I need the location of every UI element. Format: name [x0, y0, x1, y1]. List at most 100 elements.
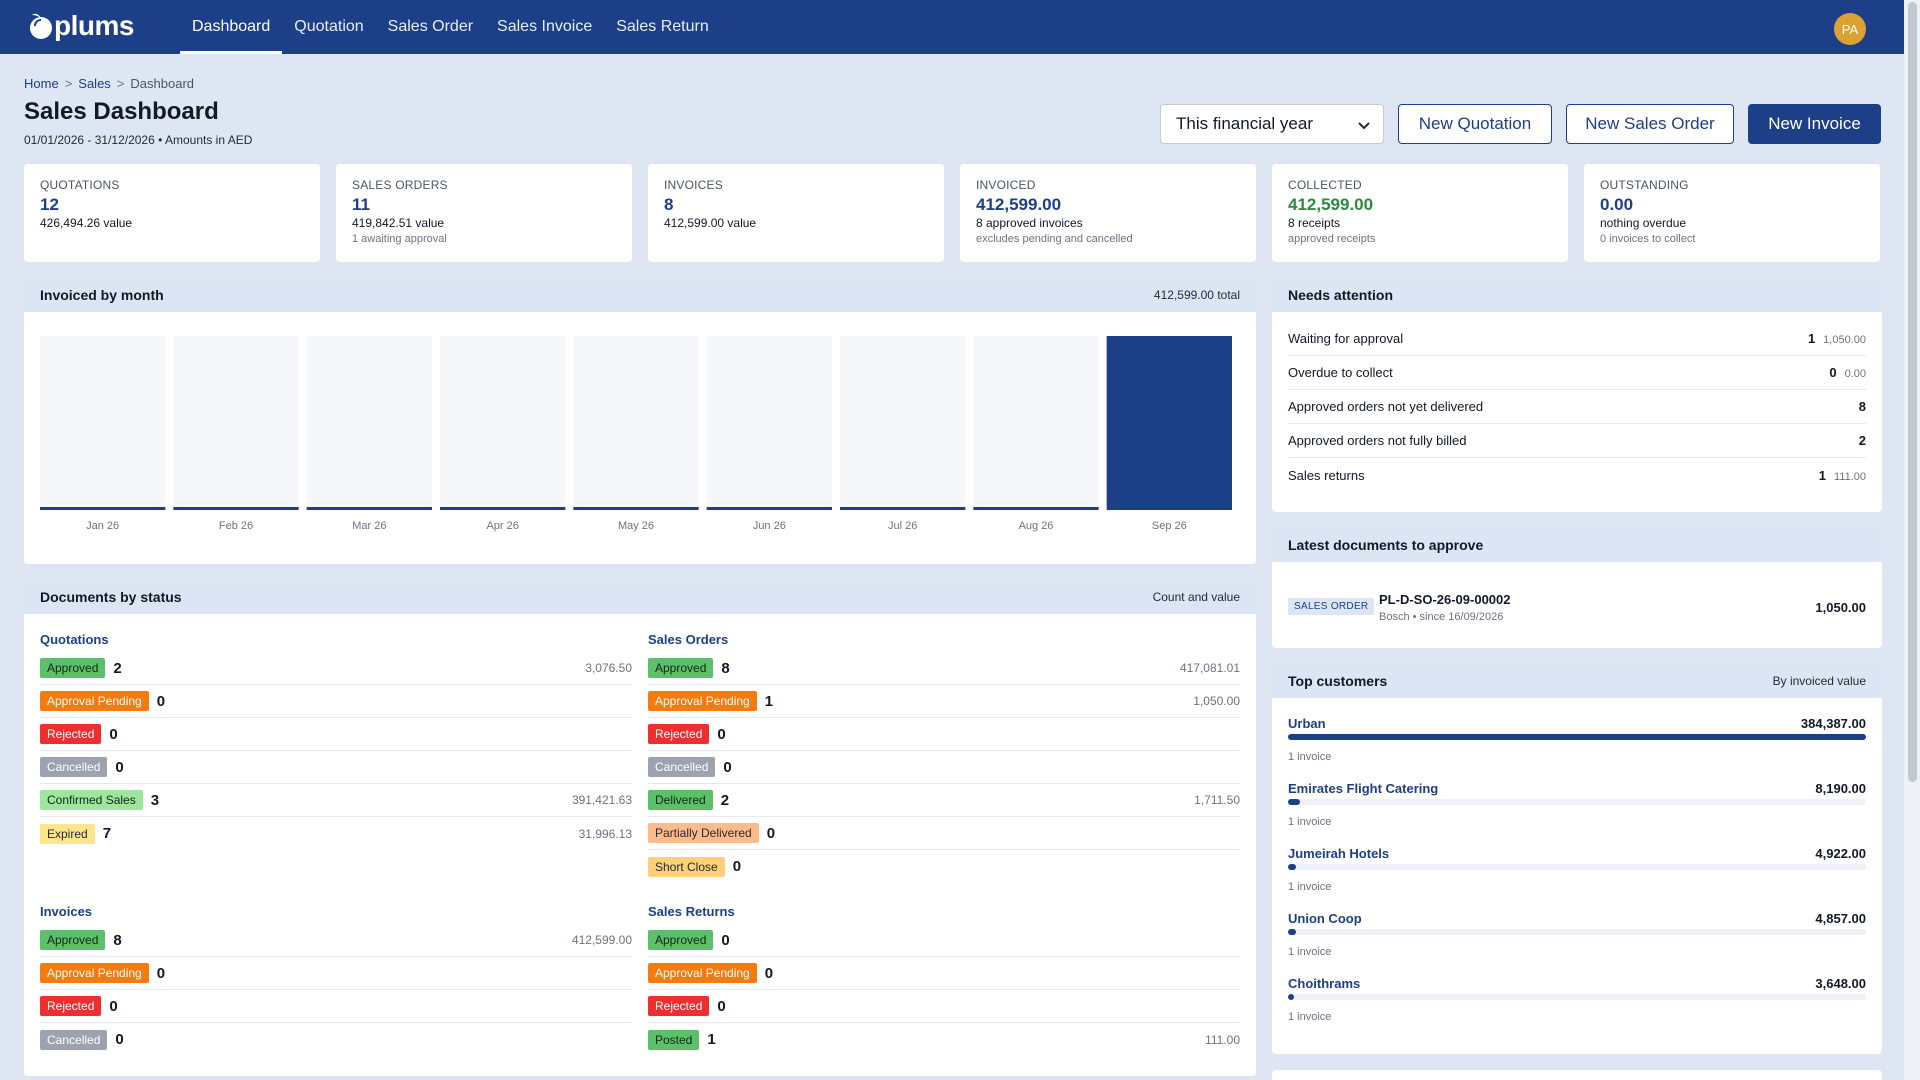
- status-badge: Rejected: [648, 996, 710, 1016]
- attention-item[interactable]: Approved orders not yet delivered 8: [1288, 390, 1866, 424]
- bar-mar-26[interactable]: [306, 507, 432, 510]
- period-select[interactable]: This financial year: [1160, 104, 1384, 144]
- status-badge: Expired: [40, 823, 95, 844]
- x-tick-label: Aug 26: [1019, 520, 1054, 532]
- new-quotation-button[interactable]: New Quotation: [1398, 104, 1552, 144]
- status-row[interactable]: Approved 2 3,076.50: [40, 652, 632, 685]
- chevron-down-icon: [1357, 117, 1371, 131]
- attention-count: 1: [1818, 467, 1826, 483]
- status-row[interactable]: Cancelled 0: [648, 751, 1240, 784]
- status-row[interactable]: Approval Pending 0: [40, 957, 632, 990]
- nav-sales-order[interactable]: Sales Order: [387, 18, 474, 35]
- status-row[interactable]: Cancelled 0: [40, 751, 632, 784]
- kpi-card-invoices[interactable]: INVOICES 8 412,599.00 value: [648, 164, 944, 262]
- kpi-note: 0 invoices to collect: [1600, 233, 1696, 245]
- doc-group-sales-orders: Sales Orders Approved 8 417,081.01 Approval…: [648, 632, 1240, 883]
- x-tick-label: Sep 26: [1152, 520, 1187, 532]
- page-scrollbar[interactable]: [1904, 0, 1920, 1080]
- status-badge: Cancelled: [648, 757, 716, 777]
- kpi-card-outstanding[interactable]: OUTSTANDING 0.00 nothing overdue 0 invoi…: [1584, 164, 1880, 262]
- new-sales-order-button[interactable]: New Sales Order: [1566, 104, 1734, 144]
- attention-item[interactable]: Overdue to collect 0 0.00: [1288, 356, 1866, 390]
- status-row[interactable]: Short Close 0: [648, 850, 1240, 883]
- doc-group-title[interactable]: Sales Orders: [648, 632, 729, 647]
- status-row[interactable]: Rejected 0: [40, 718, 632, 751]
- customer-share-fill: [1288, 734, 1866, 740]
- panel-header: Top customers By invoiced value: [1272, 664, 1882, 698]
- customer-name-link[interactable]: Emirates Flight Catering: [1288, 781, 1439, 796]
- bar-sep-26[interactable]: [1106, 336, 1232, 510]
- attention-item[interactable]: Waiting for approval 1 1,050.00: [1288, 322, 1866, 356]
- bar-jan-26[interactable]: [40, 507, 166, 510]
- attention-amount: 111.00: [1833, 470, 1866, 483]
- customer-invoiced-value: 3,648.00: [1815, 976, 1866, 991]
- status-value: 31,996.13: [578, 826, 632, 841]
- status-row[interactable]: Expired 7 31,996.13: [40, 817, 632, 850]
- status-row[interactable]: Rejected 0: [40, 990, 632, 1023]
- bar-may-26[interactable]: [573, 507, 699, 510]
- kpi-card-quotations[interactable]: QUOTATIONS 12 426,494.26 value: [24, 164, 320, 262]
- attention-item[interactable]: Sales returns 1 111.00: [1288, 458, 1866, 492]
- status-row[interactable]: Approved 8 417,081.01: [648, 652, 1240, 685]
- bar-apr-26[interactable]: [440, 507, 566, 510]
- breadcrumb-sales[interactable]: Sales: [78, 76, 111, 91]
- doc-group-title[interactable]: Sales Returns: [648, 904, 735, 919]
- kpi-card-invoiced[interactable]: INVOICED 412,599.00 8 approved invoices …: [960, 164, 1256, 262]
- doc-rows: Approved 0 Approval Pending 0 Rejected 0 Poste…: [648, 924, 1240, 1056]
- kpi-label: SALES ORDERS: [352, 178, 448, 192]
- status-count: 2: [113, 659, 122, 677]
- status-value: 1,050.00: [1193, 694, 1240, 708]
- status-row[interactable]: Rejected 0: [648, 990, 1240, 1023]
- bar-aug-26[interactable]: [973, 507, 1099, 510]
- new-invoice-button[interactable]: New Invoice: [1748, 104, 1881, 144]
- document-number[interactable]: PL-D-SO-26-09-00002: [1379, 592, 1511, 607]
- status-row[interactable]: Approved 0: [648, 924, 1240, 957]
- status-row[interactable]: Approval Pending 0: [648, 957, 1240, 990]
- customer-name-link[interactable]: Urban: [1288, 716, 1326, 731]
- status-row[interactable]: Confirmed Sales 3 391,421.63: [40, 784, 632, 817]
- customer-name-link[interactable]: Choithrams: [1288, 976, 1361, 991]
- attention-amount: 0.00: [1844, 368, 1866, 380]
- attention-count: 2: [1858, 433, 1866, 448]
- kpi-value: 0.00: [1600, 195, 1634, 214]
- bar-jun-26[interactable]: [706, 507, 832, 510]
- x-tick-label: Jan 26: [86, 520, 119, 532]
- status-row[interactable]: Rejected 0: [648, 718, 1240, 751]
- status-row[interactable]: Posted 1 111.00: [648, 1023, 1240, 1056]
- kpi-card-sales-orders[interactable]: SALES ORDERS 11 419,842.51 value 1 await…: [336, 164, 632, 262]
- status-row[interactable]: Approval Pending 1 1,050.00: [648, 685, 1240, 718]
- status-row[interactable]: Approval Pending 0: [40, 685, 632, 718]
- plums-logo[interactable]: plums: [26, 10, 134, 42]
- scrollbar-thumb[interactable]: [1908, 2, 1917, 782]
- customer-share-bar: [1288, 864, 1866, 870]
- customer-name-link[interactable]: Jumeirah Hotels: [1288, 846, 1390, 861]
- status-row[interactable]: Delivered 2 1,711.50: [648, 784, 1240, 817]
- nav-sales-invoice[interactable]: Sales Invoice: [497, 18, 593, 35]
- document-details: Bosch • since 16/09/2026: [1379, 611, 1504, 623]
- attention-item[interactable]: Approved orders not fully billed 2: [1288, 424, 1866, 458]
- nav-quotation[interactable]: Quotation: [294, 18, 364, 35]
- bar-jul-26[interactable]: [840, 507, 966, 510]
- status-count: 8: [113, 931, 122, 949]
- status-row[interactable]: Approved 8 412,599.00: [40, 924, 632, 957]
- panel-header: Invoiced by month 412,599.00 total: [24, 278, 1256, 312]
- doc-group-title[interactable]: Quotations: [40, 632, 109, 647]
- status-badge: Approval Pending: [648, 963, 757, 983]
- kpi-value: 11: [352, 195, 370, 214]
- customer-name-link[interactable]: Union Coop: [1288, 911, 1362, 926]
- kpi-detail: 426,494.26 value: [40, 216, 133, 230]
- status-row[interactable]: Cancelled 0: [40, 1023, 632, 1056]
- breadcrumb-home[interactable]: Home: [24, 76, 59, 91]
- doc-group-title[interactable]: Invoices: [40, 904, 93, 919]
- pending-document-row[interactable]: SALES ORDER PL-D-SO-26-09-00002 Bosch • …: [1288, 590, 1866, 630]
- status-badge: Approval Pending: [648, 691, 757, 711]
- status-count: 0: [156, 964, 166, 982]
- bar-feb-26[interactable]: [173, 507, 299, 510]
- nav-dashboard[interactable]: Dashboard: [180, 0, 283, 54]
- nav-sales-return[interactable]: Sales Return: [616, 18, 709, 35]
- kpi-card-collected[interactable]: COLLECTED 412,599.00 8 receipts approved…: [1272, 164, 1568, 262]
- status-row[interactable]: Partially Delivered 0: [648, 817, 1240, 850]
- attention-label: Sales returns: [1288, 467, 1365, 483]
- user-avatar[interactable]: PA: [1834, 13, 1866, 45]
- customer-share-fill: [1288, 864, 1296, 870]
